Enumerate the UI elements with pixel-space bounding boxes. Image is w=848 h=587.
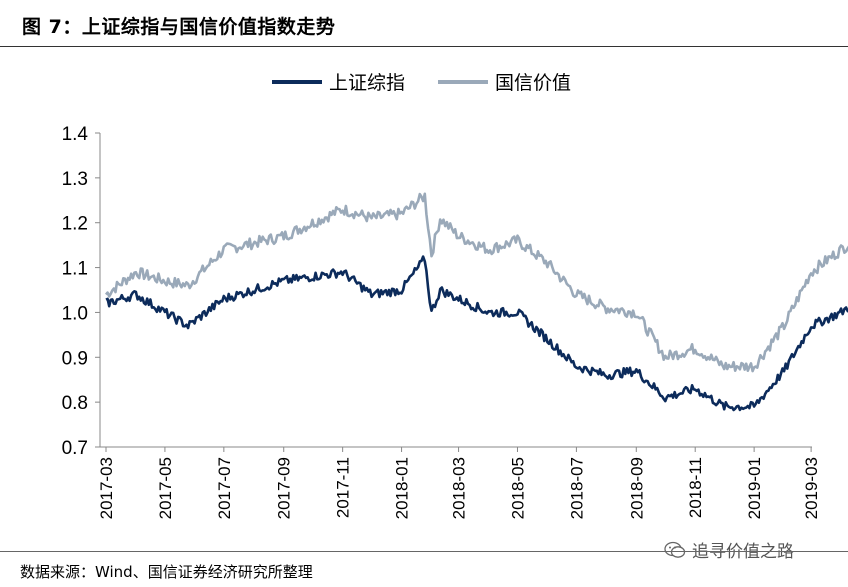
x-tick-label: 2017-09 <box>275 457 294 519</box>
series-line-guoxin-value <box>104 192 848 373</box>
legend-label-value: 国信价值 <box>495 72 571 94</box>
figure-title: 图 7：上证综指与国信价值指数走势 <box>22 16 336 38</box>
series-line-sse-composite <box>105 255 848 412</box>
x-tick-label: 2017-11 <box>334 457 353 518</box>
x-tick-label: 2018-11 <box>686 457 705 518</box>
y-tick-label: 0.7 <box>62 438 88 459</box>
x-tick-label: 2017-03 <box>97 457 116 519</box>
x-tick-label: 2018-01 <box>393 457 412 519</box>
y-tick-label: 1.0 <box>62 303 88 324</box>
x-tick-label: 2018-03 <box>450 457 469 519</box>
y-tick-label: 1.3 <box>62 169 88 190</box>
source-note: 数据来源：Wind、国信证券经济研究所整理 <box>20 563 313 581</box>
x-tick-label: 2018-09 <box>627 457 646 519</box>
x-tick-label: 2019-01 <box>745 457 764 519</box>
footer-divider <box>0 551 848 552</box>
watermark-text: 追寻价值之路 <box>692 542 794 562</box>
y-tick-label: 0.9 <box>62 348 88 369</box>
watermark: 追寻价值之路 <box>664 537 794 562</box>
x-tick-label: 2019-03 <box>802 457 821 519</box>
y-tick-label: 1.4 <box>62 124 89 145</box>
x-tick-label: 2017-07 <box>215 457 234 519</box>
y-tick-label: 0.8 <box>62 393 88 414</box>
y-tick-label: 1.1 <box>62 259 88 280</box>
wechat-icon <box>664 541 686 558</box>
x-tick-label: 2017-05 <box>156 457 175 519</box>
title-bar: 图 7：上证综指与国信价值指数走势 <box>0 0 848 47</box>
x-tick-label: 2018-05 <box>508 457 527 519</box>
x-tick-label: 2018-07 <box>567 457 586 519</box>
y-tick-label: 1.2 <box>62 214 88 235</box>
legend-label-sse: 上证综指 <box>329 72 405 94</box>
line-chart: 1.4 1.3 1.2 1.1 1.0 0.9 0.8 0.7 2017-03 2017-05 20… <box>62 72 848 519</box>
